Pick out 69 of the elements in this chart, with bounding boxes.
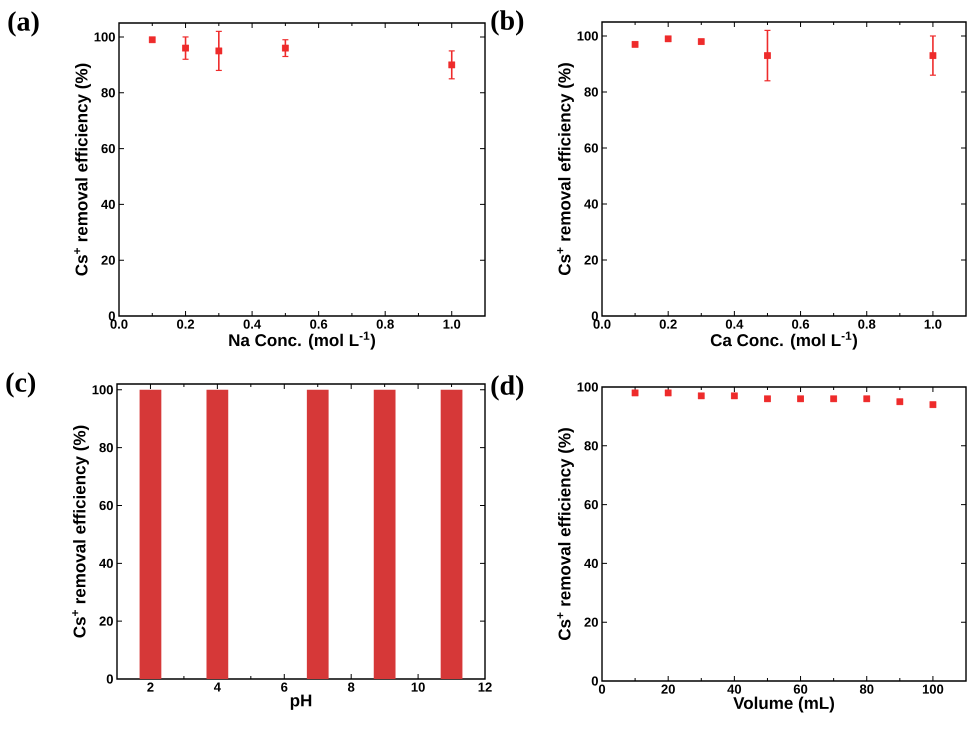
x-tick-label: 6 bbox=[281, 682, 288, 692]
y-tick-label: 0 bbox=[108, 311, 115, 321]
y-tick-label: 60 bbox=[584, 500, 598, 510]
y-tick-label: 80 bbox=[584, 441, 598, 450]
point bbox=[215, 48, 222, 54]
x-tick-label: 0.6 bbox=[310, 320, 328, 329]
x-tick-label: 1.0 bbox=[924, 320, 942, 329]
y-tick-label: 80 bbox=[101, 88, 115, 98]
x-tick-label: 12 bbox=[478, 682, 492, 692]
x-tick-label: 0.6 bbox=[792, 320, 810, 329]
y-tick-label: 40 bbox=[99, 558, 113, 568]
y-tick-label: 100 bbox=[92, 385, 113, 394]
y-tick-label: 40 bbox=[584, 199, 598, 209]
x-axis-title: Ca Conc. (mol L$^{-1}$) bbox=[710, 332, 858, 350]
x-tick-label: 0.2 bbox=[177, 320, 194, 329]
y-tick-label: 40 bbox=[101, 200, 115, 209]
point bbox=[632, 40, 638, 48]
point bbox=[448, 61, 456, 68]
x-tick-label: 0.4 bbox=[726, 320, 744, 329]
y-tick-label: 20 bbox=[99, 616, 113, 626]
y-tick-label: 60 bbox=[584, 143, 598, 153]
point bbox=[930, 52, 936, 59]
chart-title: (d) bbox=[491, 375, 524, 401]
point bbox=[664, 35, 672, 42]
y-tick-label: 100 bbox=[578, 382, 598, 392]
x-axis-title: Volume (mL) bbox=[733, 696, 834, 712]
point bbox=[698, 38, 705, 45]
x-tick-label: 10 bbox=[412, 682, 425, 692]
x-tick-label: 0.8 bbox=[376, 320, 394, 329]
y-tick-label: 60 bbox=[99, 500, 113, 510]
y-tick-label: 20 bbox=[101, 256, 115, 265]
y-tick-label: 100 bbox=[94, 32, 115, 42]
chart-title: (a) bbox=[8, 11, 39, 37]
chart-title: (c) bbox=[6, 372, 36, 398]
x-tick-label: 0.0 bbox=[110, 320, 128, 329]
y-tick-label: 40 bbox=[584, 558, 598, 568]
point bbox=[282, 44, 289, 52]
y-tick-label: 60 bbox=[101, 144, 115, 154]
y-tick-label: 100 bbox=[578, 31, 598, 41]
point bbox=[182, 44, 189, 52]
y-axis-title: Cs$^{+}$ removal efficiency (%) bbox=[72, 426, 89, 638]
y-tick-label: 80 bbox=[99, 443, 113, 452]
y-tick-label: 0 bbox=[592, 311, 598, 321]
x-tick-label: 1.0 bbox=[444, 320, 460, 329]
x-axis-title: pH bbox=[290, 694, 312, 710]
x-tick-label: 0.2 bbox=[660, 320, 677, 329]
x-tick-label: 0.4 bbox=[244, 320, 262, 329]
y-axis-title: Cs$^{+}$ removal efficiency (%) bbox=[74, 64, 91, 276]
point bbox=[764, 52, 771, 59]
x-tick-label: 8 bbox=[348, 682, 354, 692]
x-axis-title: Na Conc. (mol L$^{-1}$) bbox=[229, 332, 376, 350]
chart-title: (b) bbox=[491, 10, 524, 36]
x-tick-label: 20 bbox=[661, 684, 675, 694]
y-axis-title: Cs$^{+}$ removal efficiency (%) bbox=[557, 428, 574, 640]
x-tick-label: 0.8 bbox=[858, 320, 876, 329]
y-tick-label: 80 bbox=[584, 87, 598, 97]
x-tick-label: 0 bbox=[598, 684, 606, 694]
x-tick-label: 40 bbox=[727, 684, 742, 694]
x-tick-label: 0.0 bbox=[593, 320, 611, 329]
y-axis-title: Cs$^{+}$ removal efficiency (%) bbox=[557, 63, 574, 276]
point bbox=[148, 36, 156, 44]
x-tick-label: 4 bbox=[214, 682, 221, 692]
x-tick-label: 80 bbox=[860, 684, 874, 694]
y-tick-label: 20 bbox=[584, 255, 598, 265]
y-tick-label: 20 bbox=[584, 618, 598, 627]
y-tick-label: 0 bbox=[106, 674, 113, 684]
x-tick-label: 100 bbox=[922, 684, 944, 694]
x-tick-label: 60 bbox=[794, 684, 808, 694]
x-tick-label: 2 bbox=[147, 682, 154, 692]
